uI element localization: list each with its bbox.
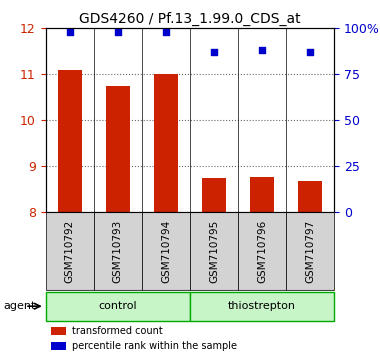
Point — [66, 29, 73, 35]
Text: transformed count: transformed count — [71, 326, 162, 336]
Text: GSM710792: GSM710792 — [65, 220, 74, 283]
FancyBboxPatch shape — [94, 212, 142, 290]
Text: control: control — [98, 301, 137, 311]
Text: GSM710795: GSM710795 — [209, 220, 219, 283]
FancyBboxPatch shape — [190, 212, 238, 290]
FancyBboxPatch shape — [46, 292, 190, 321]
Text: thiostrepton: thiostrepton — [228, 301, 296, 311]
FancyBboxPatch shape — [286, 212, 334, 290]
FancyBboxPatch shape — [46, 212, 94, 290]
Text: agent: agent — [4, 301, 36, 311]
Text: GSM710797: GSM710797 — [306, 220, 315, 283]
FancyBboxPatch shape — [190, 292, 334, 321]
Point — [211, 50, 217, 55]
Bar — [106, 86, 130, 212]
Point — [163, 29, 169, 35]
Bar — [154, 74, 178, 212]
FancyBboxPatch shape — [238, 212, 286, 290]
Bar — [51, 342, 66, 350]
Bar — [250, 177, 274, 212]
Text: GSM710796: GSM710796 — [257, 220, 267, 283]
Text: GSM710794: GSM710794 — [161, 220, 171, 283]
Text: GSM710793: GSM710793 — [113, 220, 123, 283]
Text: percentile rank within the sample: percentile rank within the sample — [71, 341, 237, 351]
Title: GDS4260 / Pf.13_1.99.0_CDS_at: GDS4260 / Pf.13_1.99.0_CDS_at — [79, 12, 301, 26]
FancyBboxPatch shape — [142, 212, 190, 290]
Point — [259, 47, 265, 53]
Bar — [298, 181, 322, 212]
Bar — [202, 178, 226, 212]
Point — [307, 50, 314, 55]
Bar — [51, 327, 66, 335]
Point — [115, 29, 121, 35]
Bar — [58, 70, 82, 212]
